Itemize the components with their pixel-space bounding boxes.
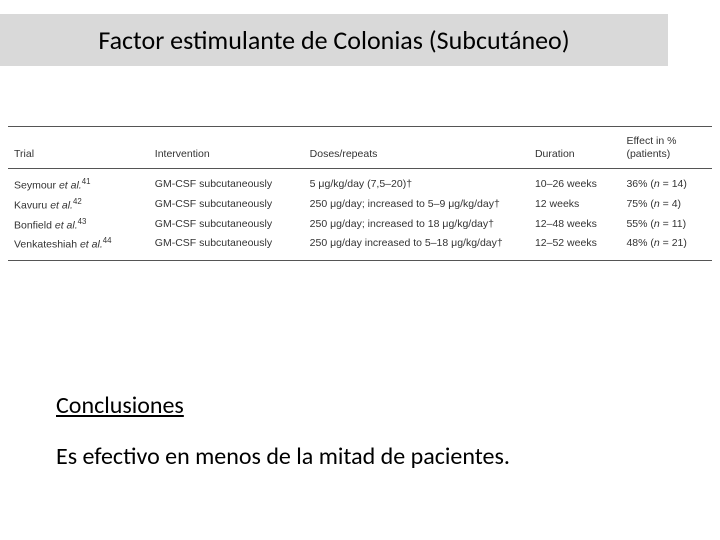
col-header-duration: Duration: [529, 127, 621, 169]
cell-trial: Bonfield et al.43: [8, 215, 149, 235]
title-band: Factor estimulante de Colonias (Subcután…: [0, 14, 668, 66]
cell-doses: 250 μg/day; increased to 18 μg/kg/day†: [304, 215, 529, 235]
cell-trial: Seymour et al.41: [8, 169, 149, 195]
cell-doses: 5 μg/kg/day (7,5–20)†: [304, 169, 529, 195]
trial-author: Bonfield: [14, 219, 55, 231]
cell-doses: 250 μg/day increased to 5–18 μg/kg/day†: [304, 234, 529, 260]
cell-effect: 75% (n = 4): [620, 195, 712, 215]
trial-author: Kavuru: [14, 199, 50, 211]
ref-sup: 42: [73, 197, 82, 206]
et-al: et al.: [80, 239, 103, 251]
conclusions-body: Es efectivo en menos de la mitad de paci…: [56, 442, 720, 471]
et-al: et al.: [59, 180, 82, 192]
cell-effect: 55% (n = 11): [620, 215, 712, 235]
col-header-effect-line2: (patients): [626, 148, 670, 160]
ref-sup: 43: [78, 217, 87, 226]
cell-intervention: GM-CSF subcutaneously: [149, 234, 304, 260]
cell-intervention: GM-CSF subcutaneously: [149, 169, 304, 195]
cell-intervention: GM-CSF subcutaneously: [149, 195, 304, 215]
table-row: Bonfield et al.43 GM-CSF subcutaneously …: [8, 215, 712, 235]
conclusions-heading: Conclusiones: [56, 391, 720, 420]
trials-table-container: Trial Intervention Doses/repeats Duratio…: [8, 126, 712, 261]
cell-duration: 10–26 weeks: [529, 169, 621, 195]
cell-duration: 12–52 weeks: [529, 234, 621, 260]
col-header-trial: Trial: [8, 127, 149, 169]
slide: Factor estimulante de Colonias (Subcután…: [0, 14, 720, 540]
col-header-effect: Effect in %(patients): [620, 127, 712, 169]
cell-trial: Kavuru et al.42: [8, 195, 149, 215]
table-row: Seymour et al.41 GM-CSF subcutaneously 5…: [8, 169, 712, 195]
cell-effect: 48% (n = 21): [620, 234, 712, 260]
col-header-intervention: Intervention: [149, 127, 304, 169]
trial-author: Venkateshiah: [14, 239, 80, 251]
col-header-doses: Doses/repeats: [304, 127, 529, 169]
cell-effect: 36% (n = 14): [620, 169, 712, 195]
cell-intervention: GM-CSF subcutaneously: [149, 215, 304, 235]
col-header-effect-line1: Effect in %: [626, 135, 676, 147]
ref-sup: 44: [103, 236, 112, 245]
cell-duration: 12–48 weeks: [529, 215, 621, 235]
cell-duration: 12 weeks: [529, 195, 621, 215]
cell-doses: 250 μg/day; increased to 5–9 μg/kg/day†: [304, 195, 529, 215]
table-row: Venkateshiah et al.44 GM-CSF subcutaneou…: [8, 234, 712, 260]
et-al: et al.: [50, 199, 73, 211]
table-row: Kavuru et al.42 GM-CSF subcutaneously 25…: [8, 195, 712, 215]
ref-sup: 41: [82, 177, 91, 186]
table-header-row: Trial Intervention Doses/repeats Duratio…: [8, 127, 712, 169]
trial-author: Seymour: [14, 180, 59, 192]
cell-trial: Venkateshiah et al.44: [8, 234, 149, 260]
trials-table: Trial Intervention Doses/repeats Duratio…: [8, 126, 712, 261]
et-al: et al.: [55, 219, 78, 231]
slide-title: Factor estimulante de Colonias (Subcután…: [98, 24, 569, 56]
